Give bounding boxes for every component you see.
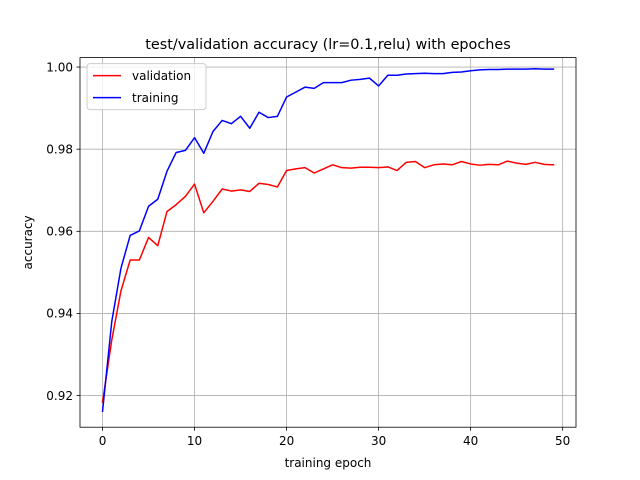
x-axis-title: training epoch [285,456,372,470]
legend-label-training: training [132,91,179,105]
series-lines [101,67,555,413]
chart-title: test/validation accuracy (lr=0.1,relu) w… [145,37,511,53]
x-tick-label: 10 [187,434,202,448]
y-axis-ticks: 0.92 0.94 0.96 0.98 1.00 [46,60,80,403]
y-tick-label: 1.00 [46,60,73,74]
y-axis-title: accuracy [21,215,35,269]
x-tick-label: 40 [463,434,478,448]
y-tick-label: 0.98 [46,142,73,156]
x-tick-label: 50 [555,434,570,448]
plot-frame [79,57,577,428]
x-tick-label: 30 [371,434,386,448]
x-tick-label: 20 [279,434,294,448]
grid [80,57,576,428]
x-axis-ticks: 0 10 20 30 40 50 [99,427,570,448]
y-tick-label: 0.92 [46,389,73,403]
series-line-training [101,67,555,413]
legend-label-validation: validation [132,69,191,83]
y-tick-label: 0.94 [46,307,73,321]
legend: validation training [86,63,207,111]
x-tick-label: 0 [99,434,107,448]
series-line-validation [101,160,555,404]
y-tick-label: 0.96 [46,225,73,239]
